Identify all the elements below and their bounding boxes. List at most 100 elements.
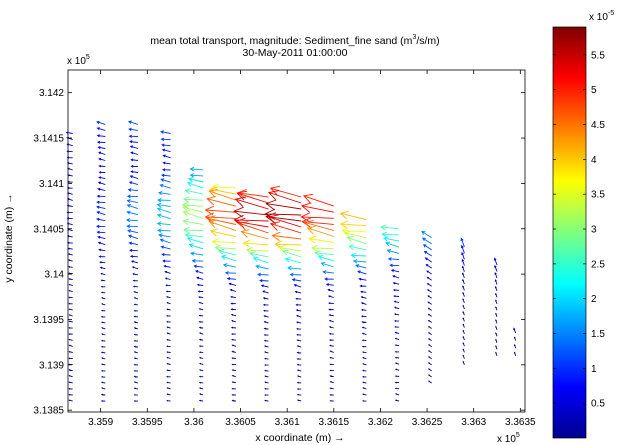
- quiver-arrow: [133, 327, 139, 330]
- quiver-arrow: [462, 354, 465, 359]
- quiver-arrow: [68, 399, 73, 402]
- quiver-arrow: [166, 338, 171, 341]
- quiver-arrow: [231, 381, 237, 384]
- quiver-arrow: [494, 264, 498, 272]
- quiver-arrow: [462, 285, 465, 291]
- y-axis-multiplier: x 105: [67, 54, 90, 67]
- quiver-arrow: [129, 145, 139, 149]
- quiver-arrow: [428, 350, 432, 354]
- quiver-arrow: [329, 387, 334, 390]
- quiver-arrow: [96, 210, 106, 216]
- quiver-arrow: [65, 131, 73, 134]
- quiver-arrow: [282, 249, 302, 258]
- quiver-arrow: [129, 248, 138, 252]
- quiver-arrow: [164, 277, 171, 280]
- quiver-arrow: [358, 277, 367, 281]
- quiver-arrow: [361, 308, 367, 311]
- quiver-arrow: [394, 381, 400, 384]
- y-tick-label: 3.1395: [33, 315, 64, 326]
- quiver-arrow: [131, 266, 139, 270]
- quiver-arrow: [198, 399, 204, 402]
- quiver-arrow: [193, 264, 204, 268]
- quiver-arrow: [421, 237, 432, 245]
- quiver-arrow: [166, 326, 171, 329]
- quiver-arrow: [96, 217, 106, 222]
- colorbar-tick-label: 3.5: [591, 190, 605, 201]
- x-multiplier-base: x 10: [497, 434, 516, 445]
- quiver-arrow: [329, 393, 334, 396]
- quiver-arrow: [198, 320, 204, 323]
- quiver-arrow: [199, 393, 204, 396]
- quiver-arrow: [461, 272, 465, 279]
- quiver-arrow: [133, 351, 139, 354]
- quiver-arrow: [166, 345, 171, 348]
- quiver-arrow: [460, 244, 465, 254]
- quiver-arrow: [162, 161, 171, 165]
- quiver-arrow: [296, 339, 302, 342]
- quiver-arrow: [156, 221, 171, 226]
- quiver-arrow: [297, 375, 302, 378]
- quiver-arrow: [128, 134, 138, 138]
- quiver-arrow: [182, 205, 204, 213]
- quiver-arrow: [101, 376, 106, 378]
- quiver-arrow: [68, 381, 73, 384]
- quiver-arrow: [427, 301, 432, 305]
- quiver-arrow: [128, 181, 139, 186]
- quiver-arrow: [462, 304, 465, 310]
- quiver-arrow: [513, 344, 517, 349]
- quiver-arrow: [182, 196, 204, 203]
- quiver-arrow: [68, 283, 73, 287]
- quiver-arrow: [101, 387, 106, 390]
- quiver-arrow: [67, 174, 73, 177]
- quiver-arrow: [296, 345, 302, 348]
- colorbar-tick-label: 5: [591, 85, 597, 96]
- quiver-arrow: [68, 357, 73, 360]
- quiver-arrow: [308, 235, 334, 244]
- quiver-arrow: [66, 150, 73, 153]
- quiver-arrow: [133, 333, 138, 336]
- quiver-arrow: [189, 251, 204, 256]
- quiver-arrow: [68, 375, 73, 378]
- quiver-arrow: [100, 321, 106, 324]
- quiver-arrow: [264, 394, 269, 396]
- quiver-arrow: [495, 332, 498, 337]
- quiver-arrow: [462, 348, 465, 353]
- quiver-arrow: [132, 285, 138, 288]
- y-tick-label: 3.1415: [33, 134, 64, 145]
- quiver-arrow: [159, 183, 171, 189]
- quiver-arrow: [66, 228, 73, 232]
- quiver-arrow: [296, 381, 302, 384]
- quiver-arrow: [421, 231, 432, 239]
- quiver-arrow: [328, 308, 334, 311]
- quiver-arrow: [126, 199, 138, 204]
- axes-box: [67, 69, 526, 413]
- quiver-arrow: [166, 302, 171, 305]
- quiver-arrow: [156, 202, 171, 208]
- quiver-arrow: [68, 296, 73, 299]
- quiver-arrow: [156, 213, 171, 220]
- quiver-arrow: [66, 156, 73, 159]
- quiver-arrow: [226, 277, 236, 281]
- quiver-arrow: [428, 362, 432, 366]
- quiver-arrow: [328, 332, 334, 335]
- quiver-arrow: [394, 325, 400, 328]
- quiver-arrow: [493, 257, 498, 266]
- colorbar-tick-label: 5.5: [591, 50, 605, 61]
- quiver-arrow: [495, 338, 498, 343]
- quiver-arrow: [462, 278, 465, 285]
- quiver-arrow: [132, 272, 138, 276]
- quiver-arrow: [231, 338, 236, 341]
- quiver-arrow: [494, 272, 498, 279]
- colorbar-tick-label: 1.5: [591, 329, 605, 340]
- quiver-arrow: [206, 196, 237, 207]
- quiver-arrow: [252, 256, 269, 264]
- quiver-arrow: [230, 313, 237, 317]
- quiver-arrow: [100, 345, 106, 348]
- quiver-arrow: [329, 350, 334, 353]
- quiver-arrow: [100, 272, 106, 276]
- arrow-field: [65, 120, 517, 402]
- quiver-arrow: [296, 358, 302, 360]
- quiver-arrow: [462, 360, 465, 365]
- quiver-arrow: [214, 244, 236, 252]
- quiver-arrow: [427, 344, 432, 348]
